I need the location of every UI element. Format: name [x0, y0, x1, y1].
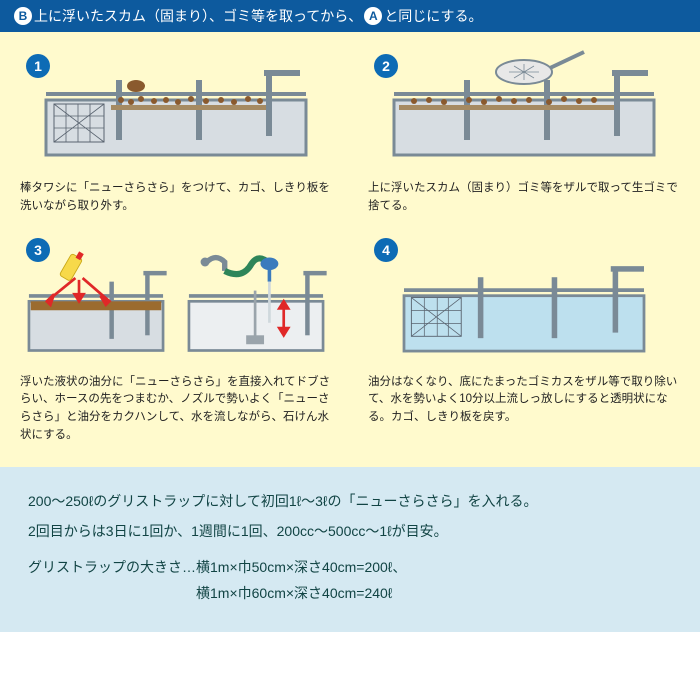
step-3-illustration-b [180, 234, 332, 364]
notes-panel: 200〜250ℓのグリストラップに対して初回1ℓ〜3ℓの「ニューさらさら」を入れ… [0, 467, 700, 633]
steps-area: 1 [0, 32, 700, 467]
notes-sizes: グリストラップの大きさ… 横1m×巾50cm×深さ40cm=200ℓ、 横1m×… [28, 555, 672, 607]
step-3: 3 [20, 234, 332, 445]
badge-a-icon: A [364, 7, 382, 25]
step-2-caption: 上に浮いたスカム（固まり）ゴミ等をザルで取って生ゴミで捨てる。 [368, 180, 680, 216]
step-2-badge: 2 [374, 54, 398, 78]
size-a: 横1m×巾50cm×深さ40cm=200ℓ、 [196, 555, 406, 581]
trap-diagram-icon [20, 50, 332, 170]
header-bar: B 上に浮いたスカム（固まり）、ゴミ等を取ってから、 A と同じにする。 [0, 0, 700, 32]
step-1-badge: 1 [26, 54, 50, 78]
step-2-illustration: 2 [368, 50, 680, 170]
trap-diagram-icon [368, 244, 680, 364]
notes-line-2: 2回目からは3日に1回か、1週間に1回、200cc〜500cc〜1ℓが目安。 [28, 519, 672, 545]
step-3-illustration-a: 3 [20, 234, 172, 364]
step-3-badge: 3 [26, 238, 50, 262]
size-b: 横1m×巾60cm×深さ40cm=240ℓ [196, 581, 406, 607]
trap-diagram-icon [368, 50, 680, 170]
step-3-caption: 浮いた液状の油分に「ニューさらさら」を直接入れてドブさらい、ホースの先をつまむか… [20, 374, 332, 445]
step-1-illustration: 1 [20, 50, 332, 170]
header-text-main: 上に浮いたスカム（固まり）、ゴミ等を取ってから、 [34, 6, 362, 26]
step-4-illustration: 4 [368, 234, 680, 364]
notes-line-1: 200〜250ℓのグリストラップに対して初回1ℓ〜3ℓの「ニューさらさら」を入れ… [28, 489, 672, 515]
trap-diagram-icon [20, 244, 172, 364]
step-4-caption: 油分はなくなり、底にたまったゴミカスをザル等で取り除いて、水を勢いよく10分以上… [368, 374, 680, 427]
trap-diagram-icon [180, 244, 332, 364]
header-text-tail: と同じにする。 [384, 6, 482, 26]
step-2: 2 上に浮いた [368, 50, 680, 216]
badge-b-icon: B [14, 7, 32, 25]
step-4: 4 油分はなくなり、底にたまったゴミカスをザル等で取り除いて、水を勢いよく10分… [368, 234, 680, 445]
step-1: 1 [20, 50, 332, 216]
step-4-badge: 4 [374, 238, 398, 262]
step-1-caption: 棒タワシに「ニューさらさら」をつけて、カゴ、しきり板を洗いながら取り外す。 [20, 180, 332, 216]
sizes-label: グリストラップの大きさ… [28, 555, 196, 607]
